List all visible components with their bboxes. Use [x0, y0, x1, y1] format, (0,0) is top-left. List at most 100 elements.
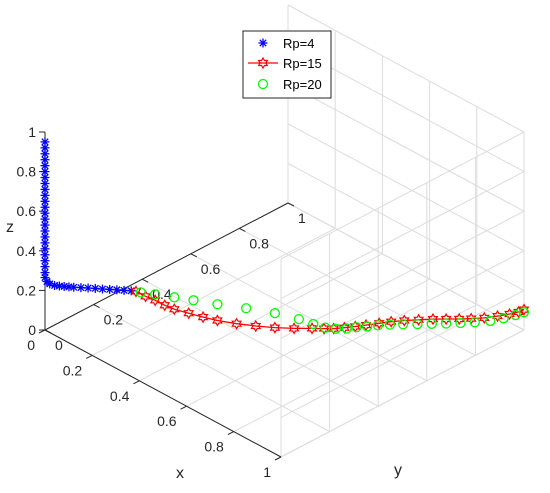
- grid-line: [287, 202, 525, 331]
- data-point-rp4: [40, 184, 50, 194]
- data-point-rp15: [398, 314, 410, 327]
- y-axis-line: [44, 202, 289, 331]
- series-rp15: [130, 285, 530, 335]
- data-point-rp4: [40, 190, 50, 200]
- data-point-rp4: [119, 285, 129, 295]
- y-tick-mark: [44, 329, 52, 334]
- axis-layer: 00.20.40.60.8100.20.40.60.8100.20.40.60.…: [6, 124, 402, 482]
- data-layer: [40, 137, 530, 335]
- data-point-rp15: [306, 322, 318, 335]
- grid-line: [93, 304, 330, 433]
- x-tick-label: 0.2: [63, 362, 83, 378]
- data-point-rp20: [397, 319, 409, 330]
- grid-line: [280, 289, 525, 418]
- grid-line: [280, 171, 525, 300]
- data-point-rp20: [308, 318, 319, 330]
- z-tick-label: 0.4: [17, 243, 37, 259]
- y-tick-label: 0.6: [201, 261, 221, 277]
- data-point-rp15: [159, 299, 171, 312]
- data-point-rp20: [351, 322, 362, 333]
- data-point-rp15: [288, 322, 300, 335]
- data-point-rp15: [440, 312, 452, 326]
- data-point-rp15: [373, 317, 385, 330]
- data-point-rp4: [40, 137, 50, 147]
- legend-box: [242, 30, 332, 99]
- data-point-rp20: [498, 313, 509, 324]
- data-point-rp15: [518, 303, 530, 316]
- data-point-rp20: [362, 321, 373, 332]
- data-point-rp15: [385, 315, 397, 328]
- x-tick-mark: [133, 380, 140, 385]
- data-point-rp15: [269, 321, 281, 334]
- grid-line: [233, 304, 478, 433]
- grid-line: [287, 4, 525, 133]
- data-point-rp15: [250, 319, 262, 333]
- data-point-rp20: [426, 318, 437, 329]
- series-line-rp15: [135, 290, 525, 330]
- data-point-rp15: [504, 307, 515, 321]
- data-point-rp4: [40, 202, 50, 212]
- y-tick-label: 0.8: [249, 235, 269, 251]
- data-point-rp20: [150, 289, 161, 300]
- grid-line: [280, 131, 525, 260]
- z-tick-label: 0: [28, 322, 36, 338]
- x-tick-label: 0.8: [204, 439, 224, 455]
- data-point-rp20: [169, 292, 180, 303]
- data-point-rp15: [183, 306, 195, 320]
- data-point-rp20: [372, 320, 384, 331]
- y-tick-mark: [190, 253, 198, 258]
- z-axis-label: z: [6, 219, 14, 236]
- y-tick-label: 0.2: [104, 312, 124, 328]
- x-tick-label: 0.6: [157, 413, 177, 429]
- data-point-rp20: [485, 315, 496, 327]
- x-axis-label: x: [176, 465, 184, 482]
- data-point-rp4: [69, 282, 79, 292]
- legend-marker-symbol-rp15: [257, 56, 269, 70]
- series-rp4: [40, 137, 136, 296]
- data-point-rp4: [40, 196, 50, 206]
- legend-marker-rp4: [258, 38, 268, 48]
- x-tick-mark: [274, 456, 282, 461]
- grid-line: [287, 162, 525, 291]
- series-rp20: [135, 287, 530, 334]
- x-axis-line: [44, 329, 282, 458]
- legend-marker-rp15: [257, 56, 269, 70]
- data-point-rp20: [241, 303, 252, 314]
- data-point-rp20: [330, 323, 342, 334]
- data-point-rp15: [212, 314, 223, 327]
- data-point-rp15: [231, 317, 242, 330]
- data-point-rp20: [293, 313, 305, 325]
- data-point-rp20: [518, 307, 530, 318]
- grid-line: [239, 227, 476, 356]
- data-point-rp15: [413, 313, 425, 327]
- y-tick-mark: [93, 304, 100, 309]
- legend-label-rp15: Rp=15: [283, 56, 322, 71]
- data-point-rp20: [188, 295, 199, 306]
- data-point-rp15: [168, 303, 180, 316]
- x-tick-label: 0.4: [110, 388, 130, 404]
- data-point-rp4: [40, 244, 50, 254]
- data-point-rp4: [90, 283, 100, 293]
- data-point-rp15: [149, 294, 161, 307]
- data-point-rp4: [40, 250, 50, 260]
- legend-entry-rp4: Rp=4: [258, 36, 314, 51]
- data-point-rp4: [40, 238, 50, 248]
- data-point-rp15: [465, 312, 477, 325]
- y-tick-mark: [141, 278, 149, 283]
- z-tick-label: 1: [28, 124, 36, 140]
- data-point-rp20: [269, 308, 281, 319]
- data-point-rp20: [440, 318, 452, 329]
- data-point-rp20: [135, 287, 146, 298]
- data-point-rp20: [212, 299, 223, 310]
- x-tick-mark: [227, 431, 235, 436]
- z-tick-label: 0.8: [17, 164, 37, 180]
- x-tick-label: 1: [263, 464, 271, 480]
- legend-entry-rp20: Rp=20: [257, 77, 322, 92]
- x-tick-mark: [85, 354, 93, 359]
- y-tick-mark: [287, 202, 295, 207]
- data-point-rp15: [140, 290, 151, 303]
- legend-marker-symbol-rp20: [257, 78, 269, 90]
- y-tick-label: 0: [55, 337, 63, 353]
- legend-entry-rp15: Rp=15: [248, 56, 322, 71]
